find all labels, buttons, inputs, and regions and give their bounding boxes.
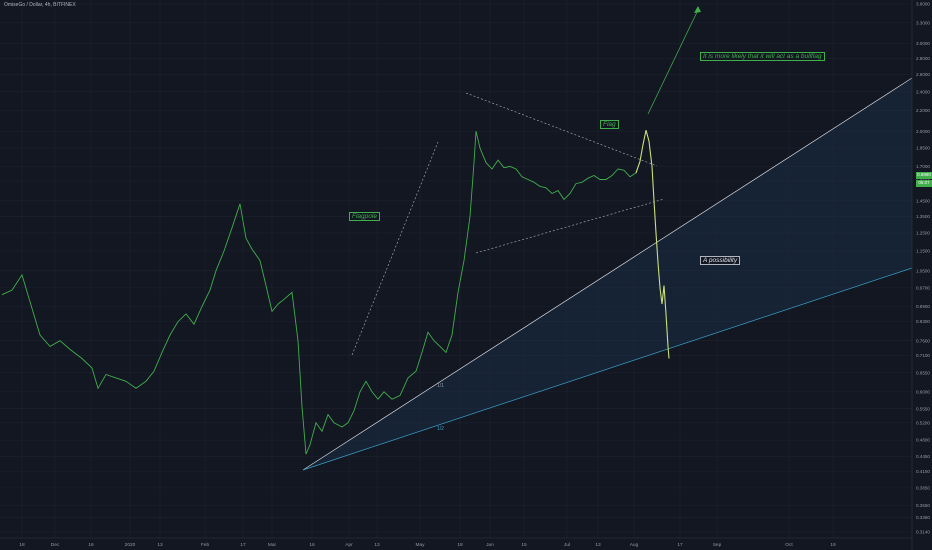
y-axis: 3.6000 3.3000 3.0000 2.8000 2.6000 2.4000 2.20… xyxy=(911,0,930,550)
x-tick-label: May xyxy=(415,542,425,548)
y-tick-label: 1.3500 xyxy=(916,214,930,219)
flag-label[interactable]: Flag xyxy=(600,120,619,129)
y-tick-label: 1.0500 xyxy=(916,268,930,273)
y-tick-label: 0.6000 xyxy=(916,389,930,394)
fan-line-1-1 xyxy=(302,77,913,471)
y-tick-label: 1.4500 xyxy=(916,198,930,203)
countdown-tag: 05:07 xyxy=(916,180,932,187)
y-tick-label: 0.5200 xyxy=(916,420,930,425)
y-tick-label: 0.5550 xyxy=(916,406,930,411)
fan-line-1-2 xyxy=(302,267,913,471)
y-tick-label: 2.0000 xyxy=(916,129,930,134)
trend-drawings xyxy=(351,6,701,356)
x-tick-label: 17 xyxy=(240,542,246,548)
y-tick-label: 0.7100 xyxy=(916,353,930,358)
y-tick-label: 0.7600 xyxy=(916,338,930,343)
possibility-note[interactable]: A possibility xyxy=(700,256,741,265)
fib-fan-lines xyxy=(302,77,913,471)
y-tick-label: 0.8900 xyxy=(916,304,930,309)
y-tick-label: 0.3850 xyxy=(916,485,930,490)
y-tick-label: 1.8500 xyxy=(916,146,930,151)
price-series-highlight xyxy=(635,130,670,359)
y-tick-label: 3.0000 xyxy=(916,41,930,46)
flag-upper-dashed-line xyxy=(465,92,658,167)
chart-grid xyxy=(0,0,912,538)
y-tick-label: 1.2500 xyxy=(916,231,930,236)
x-tick-label: 17 xyxy=(677,542,683,548)
y-tick-label: 1.7000 xyxy=(916,164,930,169)
x-tick-label: Jul xyxy=(564,542,570,548)
x-tick-label: 16 xyxy=(88,542,94,548)
y-tick-label: 2.2000 xyxy=(916,108,930,113)
x-tick-label: 16 xyxy=(309,542,315,548)
y-tick-label: 0.8300 xyxy=(916,319,930,324)
x-tick-label: 13 xyxy=(595,542,601,548)
x-tick-label: Oct xyxy=(785,542,793,548)
bullflag-arrow-head xyxy=(694,6,701,13)
flag-lower-dashed-line xyxy=(475,198,665,254)
y-tick-label: 0.4150 xyxy=(916,469,930,474)
x-tick-label: 2020 xyxy=(125,542,136,548)
x-tick-label: 19 xyxy=(830,542,836,548)
y-tick-label: 3.6000 xyxy=(916,2,930,7)
x-tick-label: 15 xyxy=(521,542,527,548)
x-tick-label: 18 xyxy=(19,542,25,548)
x-tick-label: 13 xyxy=(157,542,163,548)
y-tick-label: 1.1500 xyxy=(916,249,930,254)
price-series-line xyxy=(1,131,641,455)
x-tick-label: Aug xyxy=(630,542,639,548)
y-tick-label: 0.3140 xyxy=(916,530,930,535)
x-tick-label: Sep xyxy=(713,542,722,548)
x-tick-label: Jun xyxy=(486,542,494,548)
x-tick-label: 18 xyxy=(457,542,463,548)
x-tick-label: 13 xyxy=(374,542,380,548)
x-tick-label: Apr xyxy=(345,542,353,548)
x-tick-label: Dec xyxy=(51,542,60,548)
bullflag-note[interactable]: It is more likely that it will act as a … xyxy=(700,52,825,61)
y-tick-label: 0.6550 xyxy=(916,370,930,375)
y-tick-label: 2.4000 xyxy=(916,89,930,94)
y-tick-label: 0.3360 xyxy=(916,515,930,520)
chart-header: OmiseGo / Dollar, 4h, BITFINEX xyxy=(4,2,76,8)
y-tick-label: 2.8000 xyxy=(916,56,930,61)
y-tick-label: 0.4800 xyxy=(916,438,930,443)
y-tick-label: 0.4450 xyxy=(916,454,930,459)
y-tick-label: 2.6000 xyxy=(916,72,930,77)
y-tick-label: 0.9700 xyxy=(916,285,930,290)
bullflag-arrow-line xyxy=(647,9,699,115)
flagpole-label[interactable]: Flagpole xyxy=(349,212,380,221)
y-tick-label: 0.3550 xyxy=(916,503,930,508)
current-price-tag: 0.6990 xyxy=(916,172,932,179)
x-tick-label: Feb xyxy=(201,542,210,548)
fib-fan-label-1: 1/1 xyxy=(437,383,444,389)
y-tick-label: 3.3000 xyxy=(916,20,930,25)
x-tick-label: Mar xyxy=(268,542,277,548)
x-axis: 18 Dec 16 2020 13 Feb 17 Mar 16 Apr 13 May 18 Jun 15 Ju… xyxy=(0,537,912,548)
fib-fan-label-2: 1/2 xyxy=(437,426,444,432)
flagpole-dashed-line xyxy=(351,141,439,356)
